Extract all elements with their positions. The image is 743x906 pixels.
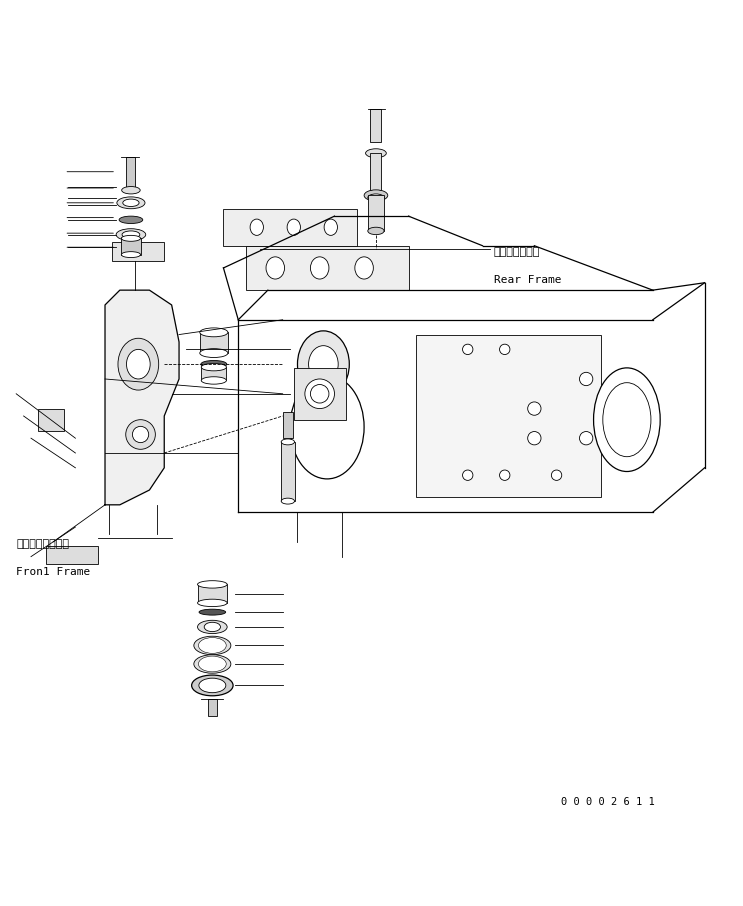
Ellipse shape: [281, 498, 294, 504]
Ellipse shape: [126, 350, 150, 379]
Ellipse shape: [311, 256, 329, 279]
Ellipse shape: [199, 609, 226, 615]
Ellipse shape: [121, 236, 140, 241]
Ellipse shape: [198, 621, 227, 633]
Ellipse shape: [202, 658, 223, 670]
Ellipse shape: [364, 190, 388, 201]
Ellipse shape: [368, 227, 384, 235]
Ellipse shape: [499, 470, 510, 480]
Text: リヤーフレーム: リヤーフレーム: [493, 246, 540, 256]
Ellipse shape: [198, 656, 226, 672]
Bar: [201, 367, 227, 381]
Bar: [246, 246, 409, 290]
Ellipse shape: [194, 636, 231, 655]
Text: Rear Frame: Rear Frame: [493, 275, 561, 285]
Ellipse shape: [463, 470, 473, 480]
Ellipse shape: [198, 638, 226, 653]
Ellipse shape: [201, 363, 227, 371]
Text: フロントフレーム: フロントフレーム: [16, 539, 69, 549]
Bar: [370, 109, 381, 142]
Bar: [370, 153, 381, 190]
Bar: [126, 157, 134, 187]
Ellipse shape: [192, 675, 233, 696]
Ellipse shape: [551, 470, 562, 480]
Ellipse shape: [122, 231, 140, 238]
Ellipse shape: [198, 599, 227, 607]
Ellipse shape: [266, 256, 285, 279]
Ellipse shape: [603, 382, 651, 457]
Ellipse shape: [126, 419, 155, 449]
Ellipse shape: [200, 349, 228, 358]
Text: Fron1 Frame: Fron1 Frame: [16, 567, 91, 577]
Ellipse shape: [123, 199, 139, 207]
Bar: [200, 333, 228, 353]
Ellipse shape: [204, 622, 221, 631]
Ellipse shape: [528, 402, 541, 415]
Polygon shape: [105, 290, 179, 505]
Ellipse shape: [528, 431, 541, 445]
Ellipse shape: [308, 346, 338, 382]
Bar: [198, 584, 227, 602]
Bar: [281, 442, 294, 501]
Ellipse shape: [499, 344, 510, 354]
Bar: [224, 208, 357, 246]
Ellipse shape: [355, 256, 373, 279]
Bar: [121, 238, 140, 255]
Ellipse shape: [122, 187, 140, 194]
Ellipse shape: [366, 149, 386, 158]
Ellipse shape: [199, 679, 226, 693]
Bar: [293, 368, 345, 419]
Ellipse shape: [121, 252, 140, 257]
Ellipse shape: [305, 379, 334, 409]
Ellipse shape: [580, 372, 593, 386]
Ellipse shape: [132, 427, 149, 443]
Ellipse shape: [324, 219, 337, 236]
Ellipse shape: [594, 368, 661, 471]
Ellipse shape: [297, 331, 349, 398]
Ellipse shape: [201, 377, 227, 384]
Bar: [282, 412, 293, 439]
Text: 0 0 0 0 2 6 1 1: 0 0 0 0 2 6 1 1: [562, 796, 655, 807]
Ellipse shape: [580, 431, 593, 445]
Bar: [39, 409, 65, 430]
Ellipse shape: [119, 217, 143, 224]
Bar: [368, 196, 384, 231]
Ellipse shape: [281, 439, 294, 445]
Bar: [208, 699, 217, 716]
Ellipse shape: [117, 197, 145, 208]
Ellipse shape: [202, 639, 223, 652]
Bar: [416, 334, 601, 497]
Ellipse shape: [311, 384, 329, 403]
Bar: [112, 242, 164, 261]
Ellipse shape: [116, 228, 146, 241]
Ellipse shape: [194, 655, 231, 673]
Ellipse shape: [368, 194, 384, 201]
Ellipse shape: [287, 219, 300, 236]
Ellipse shape: [201, 361, 227, 368]
Bar: [46, 545, 97, 564]
Ellipse shape: [200, 328, 228, 337]
Ellipse shape: [250, 219, 264, 236]
Ellipse shape: [198, 581, 227, 588]
Ellipse shape: [118, 338, 159, 390]
Ellipse shape: [463, 344, 473, 354]
Ellipse shape: [290, 375, 364, 479]
